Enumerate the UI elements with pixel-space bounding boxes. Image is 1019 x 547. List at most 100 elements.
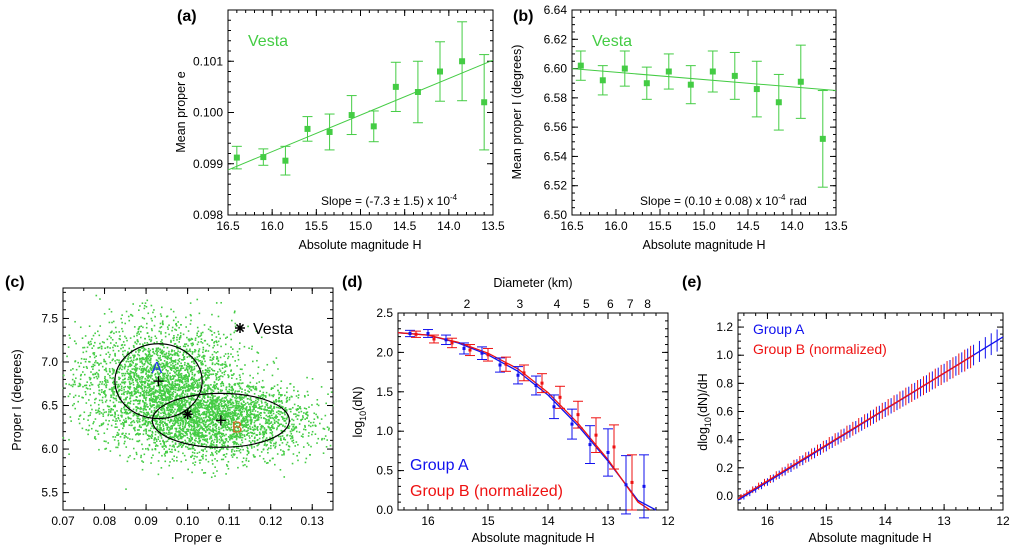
asteroid-point	[261, 386, 264, 389]
asteroid-point	[173, 365, 176, 368]
asteroid-point	[286, 396, 289, 399]
asteroid-point	[191, 397, 194, 399]
asteroid-point	[229, 439, 231, 441]
asteroid-point	[161, 369, 164, 372]
asteroid-point	[246, 401, 249, 404]
asteroid-point	[194, 410, 197, 413]
asteroid-point	[304, 424, 306, 427]
asteroid-point	[235, 420, 237, 422]
asteroid-point	[131, 368, 134, 370]
asteroid-point	[123, 344, 126, 346]
panel-b-xtick-label: 16.0	[604, 219, 628, 233]
asteroid-point	[216, 417, 219, 420]
asteroid-point	[254, 417, 257, 419]
asteroid-point	[249, 386, 252, 388]
panel-a-xtick-label: 16.5	[216, 219, 240, 233]
asteroid-point	[135, 358, 137, 361]
asteroid-point	[162, 440, 164, 443]
asteroid-point	[297, 443, 299, 446]
asteroid-point	[174, 419, 176, 421]
asteroid-point	[182, 420, 185, 422]
asteroid-point	[249, 411, 252, 414]
asteroid-point	[257, 444, 259, 447]
asteroid-point	[281, 402, 284, 404]
asteroid-point	[137, 402, 140, 405]
asteroid-point	[114, 404, 116, 407]
asteroid-point	[327, 393, 329, 395]
asteroid-point	[114, 345, 117, 347]
asteroid-point	[179, 373, 182, 375]
asteroid-point	[215, 374, 217, 377]
asteroid-point	[207, 399, 209, 402]
asteroid-point	[229, 429, 232, 432]
asteroid-point	[243, 401, 245, 404]
asteroid-point	[152, 419, 154, 421]
asteroid-point	[123, 393, 125, 396]
asteroid-point	[207, 384, 210, 387]
asteroid-point	[311, 404, 313, 406]
asteroid-point	[159, 386, 161, 388]
asteroid-point	[124, 357, 127, 359]
asteroid-point	[144, 360, 147, 363]
asteroid-point	[196, 334, 198, 337]
asteroid-point	[150, 369, 153, 371]
asteroid-point	[178, 357, 181, 360]
asteroid-point	[193, 434, 196, 437]
asteroid-point	[99, 393, 101, 396]
asteroid-point	[92, 368, 94, 370]
asteroid-point	[258, 443, 260, 445]
asteroid-point	[241, 426, 244, 429]
asteroid-point	[178, 395, 181, 397]
asteroid-point	[185, 377, 187, 379]
asteroid-point	[149, 404, 152, 407]
asteroid-point	[243, 407, 245, 410]
asteroid-point	[178, 371, 180, 373]
asteroid-point	[257, 414, 260, 417]
asteroid-point	[210, 383, 212, 386]
asteroid-point	[98, 389, 101, 392]
asteroid-point	[179, 419, 182, 422]
asteroid-point	[229, 409, 231, 411]
asteroid-point	[197, 358, 199, 361]
asteroid-point	[132, 344, 135, 347]
asteroid-point	[90, 427, 93, 430]
asteroid-point	[167, 413, 170, 416]
asteroid-point	[231, 391, 234, 394]
asteroid-point	[143, 429, 145, 432]
asteroid-point	[67, 395, 70, 398]
asteroid-point	[125, 391, 127, 393]
asteroid-point	[113, 392, 115, 395]
asteroid-point	[249, 403, 252, 405]
asteroid-point	[203, 436, 205, 439]
asteroid-point	[165, 355, 167, 358]
asteroid-point	[170, 339, 172, 342]
asteroid-point	[245, 430, 247, 433]
asteroid-point	[92, 365, 95, 368]
asteroid-point	[230, 423, 233, 425]
asteroid-point	[191, 373, 194, 376]
asteroid-point	[150, 410, 153, 412]
asteroid-point	[306, 417, 308, 420]
asteroid-point	[202, 455, 204, 458]
asteroid-point	[162, 355, 164, 358]
asteroid-point	[227, 435, 230, 438]
asteroid-point	[152, 311, 154, 314]
asteroid-point	[304, 461, 307, 464]
asteroid-point	[160, 343, 162, 346]
asteroid-point	[114, 387, 116, 390]
asteroid-point	[164, 372, 166, 375]
asteroid-point	[183, 400, 185, 403]
asteroid-point	[264, 401, 266, 404]
asteroid-point	[286, 441, 289, 444]
asteroid-point	[93, 401, 96, 404]
asteroid-point	[230, 369, 233, 371]
asteroid-point	[176, 402, 179, 405]
asteroid-point	[183, 343, 186, 346]
asteroid-point	[308, 424, 310, 427]
asteroid-point	[191, 471, 193, 474]
asteroid-point	[215, 444, 218, 446]
asteroid-point	[249, 416, 251, 418]
asteroid-point	[150, 304, 153, 307]
asteroid-point	[147, 369, 150, 371]
asteroid-point	[107, 442, 110, 444]
